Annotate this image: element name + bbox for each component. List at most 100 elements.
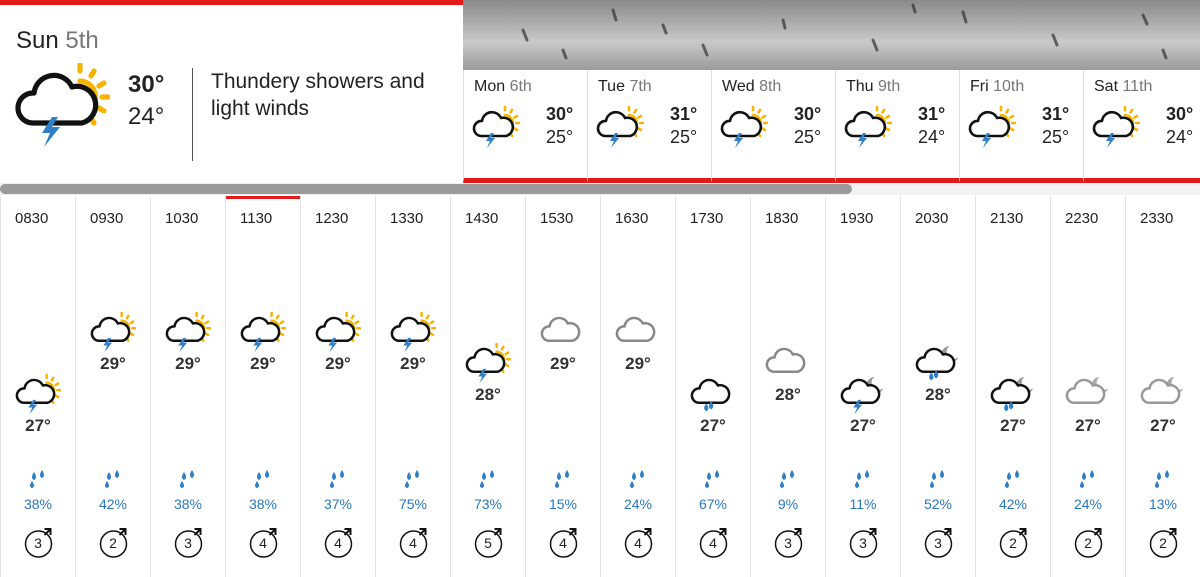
rain-icon-wrap [1, 470, 75, 493]
hour-column[interactable]: 2330 27° 13% 2 [1125, 196, 1200, 577]
temp-marker: 29° [151, 311, 225, 374]
wind-symbol [624, 528, 653, 558]
wind-speed: 4 [559, 535, 567, 551]
hour-icon [1126, 374, 1200, 416]
day-tab[interactable]: Fri 10th 31° 25° [959, 70, 1083, 183]
wind: 3 [901, 526, 975, 560]
hour-icon [301, 311, 375, 354]
wind-symbol [999, 528, 1028, 558]
wind-speed: 2 [1084, 535, 1092, 551]
hour-column[interactable]: 1730 27° 67% 4 [675, 196, 750, 577]
hour-time: 0930 [90, 210, 124, 227]
day-date: 8th [759, 78, 782, 95]
day-name: Sat [1094, 78, 1119, 95]
hour-temp: 29° [625, 354, 651, 373]
hour-column[interactable]: 1030 29° 38% 3 [150, 196, 225, 577]
rain-decoration [521, 3, 1168, 60]
hour-icon [451, 342, 525, 385]
rain-icon-wrap [601, 470, 675, 493]
hour-time: 1130 [240, 210, 273, 227]
hour-icon [76, 311, 150, 354]
hour-column[interactable]: 1530 29° 15% 4 [525, 196, 600, 577]
hour-column[interactable]: 1930 27° 11% 3 [825, 196, 900, 577]
hour-column[interactable]: 1430 28° 73% 5 [450, 196, 525, 577]
wind: 3 [151, 526, 225, 560]
rain-icon [255, 470, 269, 488]
wind-speed: 4 [334, 535, 342, 551]
weather-icon [1092, 105, 1141, 148]
tab-low: 24° [918, 127, 946, 147]
hour-column[interactable]: 1130 29° 38% 4 [225, 196, 300, 577]
hour-temp: 27° [1000, 416, 1026, 435]
hour-icon [376, 311, 450, 354]
hour-column[interactable]: 2030 28° 52% 3 [900, 196, 975, 577]
weather-icon [990, 376, 1034, 412]
day-name: Thu [846, 78, 874, 95]
tab-low: 25° [670, 127, 698, 147]
weather-icon [915, 345, 959, 381]
wind-speed: 2 [1009, 535, 1017, 551]
rain-chance: 13% [1148, 496, 1178, 512]
wind-symbol [249, 528, 278, 558]
weather-icon [472, 105, 521, 148]
hour-time: 1730 [690, 210, 724, 227]
tab-icon [844, 105, 893, 155]
day-tab[interactable]: Mon 6th 30° 25° [463, 70, 587, 183]
tab-low: 24° [1166, 127, 1194, 147]
temp-marker: 28° [451, 342, 525, 405]
wind-speed: 2 [1159, 535, 1167, 551]
rain-icon [1005, 470, 1019, 488]
wind: 4 [526, 526, 600, 560]
wind: 4 [601, 526, 675, 560]
day-tab[interactable]: Tue 7th 31° 25° [587, 70, 711, 183]
hour-column[interactable]: 2130 27° 42% 2 [975, 196, 1050, 577]
rain-icon-wrap [451, 470, 525, 493]
tab-high: 30° [794, 104, 822, 124]
rain-icon [780, 470, 794, 488]
day-name: Mon [474, 78, 506, 95]
today-panel: Sun 5th 30° 24° Thundery showers and light … [0, 0, 463, 183]
rain-icon-wrap [376, 470, 450, 493]
weather-icon [1140, 376, 1184, 404]
hour-icon [226, 311, 300, 354]
rain-chance: 38% [23, 496, 53, 512]
tab-icon [720, 105, 769, 155]
day-tab[interactable]: Sat 11th 30° 24° [1083, 70, 1200, 183]
tab-heading: Fri 10th [970, 78, 1024, 96]
hour-column[interactable]: 2230 27° 24% 2 [1050, 196, 1125, 577]
hour-column[interactable]: 0830 27° 38% 3 [0, 196, 75, 577]
hour-icon [826, 374, 900, 416]
scrollbar-thumb[interactable] [0, 184, 852, 194]
hour-time: 1030 [165, 210, 199, 227]
tab-heading: Wed 8th [722, 78, 781, 96]
hour-column[interactable]: 1330 29° 75% 4 [375, 196, 450, 577]
hour-temp: 28° [475, 385, 501, 404]
hour-column[interactable]: 1230 29° 37% 4 [300, 196, 375, 577]
wind-speed: 2 [109, 535, 117, 551]
day-tab[interactable]: Wed 8th 30° 25° [711, 70, 835, 183]
hour-time: 0830 [15, 210, 49, 227]
weather-icon [465, 342, 512, 384]
weather-icon [165, 311, 212, 353]
weather-icon [240, 311, 287, 353]
temp-marker: 29° [301, 311, 375, 374]
wind-speed: 5 [484, 535, 492, 551]
hour-column[interactable]: 1630 29° 24% 4 [600, 196, 675, 577]
rain-icon [555, 470, 569, 488]
rain-icon [105, 470, 119, 488]
hour-icon [901, 343, 975, 385]
tab-high: 31° [1042, 104, 1070, 124]
rain-icon [1080, 470, 1094, 488]
hour-temp: 27° [700, 416, 726, 435]
temp-marker: 27° [676, 374, 750, 436]
wind-symbol [24, 528, 53, 558]
temp-marker: 29° [76, 311, 150, 374]
hour-column[interactable]: 0930 29° 42% 2 [75, 196, 150, 577]
hour-time: 1330 [390, 210, 424, 227]
wind: 2 [976, 526, 1050, 560]
rain-icon-wrap [751, 470, 825, 493]
wind-speed: 4 [409, 535, 417, 551]
wind-symbol [324, 528, 353, 558]
day-tab[interactable]: Thu 9th 31° 24° [835, 70, 959, 183]
hour-column[interactable]: 1830 28° 9% 3 [750, 196, 825, 577]
